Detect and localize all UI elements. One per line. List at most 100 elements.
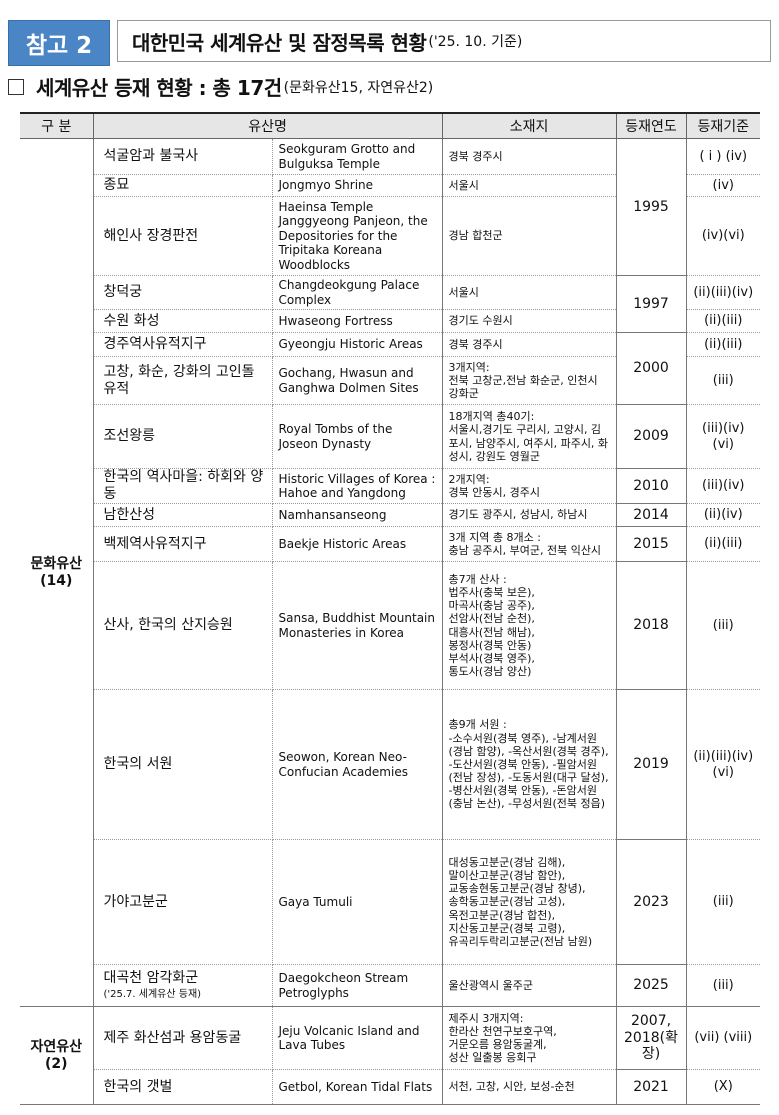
- name-korean-cell: 한국의 역사마을: 하회와 양동: [92, 468, 273, 504]
- title-date: ('25. 10. 기준): [428, 34, 523, 50]
- location: 총7개 산사 : 법주사(충북 보은), 마곡사(충남 공주), 선암사(전남 …: [441, 561, 617, 690]
- inscription-year: 2019: [615, 689, 687, 840]
- name-korean-cell: 수원 화성: [92, 309, 273, 333]
- table-row: 자연유산 (2) 제주 화산섬과 용암동굴 Jeju Volcanic Island …: [20, 1006, 761, 1105]
- page-title: 대한민국 세계유산 및 잠정목록 현황: [132, 30, 427, 55]
- category-label: 자연유산: [30, 1038, 83, 1055]
- inscription-year: 2015: [615, 526, 687, 562]
- name-korean: 남한산성: [103, 506, 156, 523]
- criteria: (ii)(iii): [685, 526, 761, 562]
- category-count: (14): [40, 572, 73, 589]
- name-korean-cell: 한국의 갯벌: [92, 1069, 273, 1105]
- name-korean-cell: 대곡천 암각화군 ('25.7. 세계유산 등재): [92, 964, 273, 1007]
- location: 울산광역시 울주군: [441, 964, 617, 1007]
- table-row: 산사, 한국의 산지승원 Sansa, Buddhist Mountain Mon…: [20, 561, 761, 690]
- location: 서울시: [441, 275, 617, 310]
- name-korean: 창덕궁: [103, 284, 143, 301]
- criteria: (iii): [685, 356, 761, 405]
- name-korean-cell: 가야고분군: [92, 839, 273, 965]
- table-row: 한국의 서원 Seowon, Korean Neo-Confucian Acade…: [20, 689, 761, 840]
- inscription-year: 2014: [615, 503, 687, 527]
- title-box: 대한민국 세계유산 및 잠정목록 현황 ('25. 10. 기준): [117, 20, 771, 62]
- name-korean-cell: 조선왕릉: [92, 404, 273, 469]
- category-label: 문화유산: [30, 555, 83, 572]
- name-english: Gyeongju Historic Areas: [272, 332, 443, 357]
- square-bullet-icon: [8, 78, 24, 95]
- name-korean-cell: 해인사 장경판전: [92, 196, 273, 276]
- inscription-year: 2025: [615, 964, 687, 1007]
- name-korean-cell: 경주역사유적지구: [92, 332, 273, 357]
- location: 18개지역 총40기: 서울시,경기도 구리시, 고양시, 김포시, 남양주시,…: [441, 404, 617, 469]
- name-english: Jeju Volcanic Island and Lava Tubes: [272, 1006, 443, 1070]
- table-row: 종묘 Jongmyo Shrine 서울시 (iv): [20, 174, 761, 197]
- criteria: (iii)(iv)(vi): [685, 404, 761, 469]
- name-korean-cell: 백제역사유적지구: [92, 526, 273, 562]
- name-english: Sansa, Buddhist Mountain Monasteries in …: [272, 561, 443, 690]
- table-row: 남한산성 Namhansanseong 경기도 광주시, 성남시, 하남시 2014(…: [20, 503, 761, 527]
- name-korean: 한국의 역사마을: 하회와 양동: [103, 469, 264, 502]
- table-row: 조선왕릉 Royal Tombs of the Joseon Dynasty 18개…: [20, 404, 761, 469]
- table-row: 백제역사유적지구 Baekje Historic Areas 3개 지역 총 8개소…: [20, 526, 761, 562]
- name-korean: 석굴암과 불국사: [103, 148, 199, 165]
- location: 경남 합천군: [441, 196, 617, 276]
- inscription-year: 2023: [615, 839, 687, 965]
- name-korean-cell: 창덕궁: [92, 275, 273, 310]
- col-category: 구 분: [20, 112, 93, 139]
- name-korean-cell: 남한산성: [92, 503, 273, 527]
- name-english: Jongmyo Shrine: [272, 174, 443, 197]
- name-korean-cell: 산사, 한국의 산지승원: [92, 561, 273, 690]
- location: 제주시 3개지역: 한라산 천연구보호구역, 거문오름 용암동굴계, 성산 일출…: [441, 1006, 617, 1070]
- name-korean: 대곡천 암각화군: [103, 970, 199, 987]
- location: 서천, 고창, 시안, 보성-순천: [441, 1069, 617, 1105]
- criteria: (ii)(iii)(iv): [685, 275, 761, 310]
- location: 대성동고분군(경남 김해), 말이산고분군(경남 함안), 교동송현동고분군(경…: [441, 839, 617, 965]
- name-korean: 한국의 서원: [103, 756, 173, 773]
- name-korean: 가야고분군: [103, 893, 168, 910]
- criteria: (iii): [685, 964, 761, 1007]
- criteria: (iii)(iv): [685, 468, 761, 504]
- category-cell: 자연유산 (2): [20, 1006, 93, 1105]
- col-year: 등재연도: [615, 112, 687, 139]
- name-english: Getbol, Korean Tidal Flats: [272, 1069, 443, 1105]
- inscription-year: 1995: [615, 138, 687, 276]
- table-row: 경주역사유적지구 Gyeongju Historic Areas 경북 경주시 200…: [20, 332, 761, 405]
- location: 경북 경주시: [441, 138, 617, 175]
- criteria: (iv)(vi): [685, 196, 761, 276]
- col-criteria: 등재기준: [685, 112, 761, 139]
- name-english: Haeinsa Temple Janggyeong Panjeon, the D…: [272, 196, 443, 276]
- name-korean-cell: 제주 화산섬과 용암동굴: [92, 1006, 273, 1070]
- criteria: (vii) (viii): [685, 1006, 761, 1070]
- name-english: Royal Tombs of the Joseon Dynasty: [272, 404, 443, 469]
- location: 3개 지역 총 8개소 : 충남 공주시, 부여군, 전북 익산시: [441, 526, 617, 562]
- inscription-year: 2007, 2018(확장): [615, 1006, 687, 1070]
- name-english: Namhansanseong: [272, 503, 443, 527]
- inscription-year: 2021: [615, 1069, 687, 1105]
- location: 경기도 수원시: [441, 309, 617, 333]
- inscription-year: 2018: [615, 561, 687, 690]
- name-korean: 조선왕릉: [103, 428, 156, 445]
- table-row: 고창, 화순, 강화의 고인돌 유적 Gochang, Hwasun and Ga…: [20, 356, 761, 405]
- location: 2개지역: 경북 안동시, 경주시: [441, 468, 617, 504]
- name-korean-cell: 종묘: [92, 174, 273, 197]
- table-row: 창덕궁 Changdeokgung Palace Complex 서울시 1997 (i…: [20, 275, 761, 333]
- section-subtitle: (문화유산15, 자연유산2): [283, 79, 434, 96]
- inscription-year: 2000: [615, 332, 687, 405]
- name-korean: 제주 화산섬과 용암동굴: [103, 1029, 242, 1046]
- table-row: 한국의 갯벌 Getbol, Korean Tidal Flats 서천, 고창, …: [20, 1069, 761, 1105]
- name-korean-cell: 고창, 화순, 강화의 고인돌 유적: [92, 356, 273, 405]
- name-english: Changdeokgung Palace Complex: [272, 275, 443, 310]
- criteria: (X): [685, 1069, 761, 1105]
- location: 3개지역: 전북 고창군,전남 화순군, 인천시 강화군: [441, 356, 617, 405]
- criteria: (ii)(iii): [685, 309, 761, 333]
- criteria: (ii)(iii): [685, 332, 761, 357]
- section-heading: 세계유산 등재 현황 : 총 17건 (문화유산15, 자연유산2): [8, 72, 433, 101]
- name-korean: 해인사 장경판전: [103, 227, 199, 244]
- criteria: (iii): [685, 839, 761, 965]
- table-row: 가야고분군 Gaya Tumuli 대성동고분군(경남 김해), 말이산고분군(경남…: [20, 839, 761, 965]
- reference-badge: 참고 2: [8, 20, 110, 66]
- name-english: Gochang, Hwasun and Ganghwa Dolmen Sites: [272, 356, 443, 405]
- name-korean-cell: 한국의 서원: [92, 689, 273, 840]
- location: 총9개 서원 : -소수서원(경북 영주), -남계서원(경남 함양), -옥산…: [441, 689, 617, 840]
- name-english: Baekje Historic Areas: [272, 526, 443, 562]
